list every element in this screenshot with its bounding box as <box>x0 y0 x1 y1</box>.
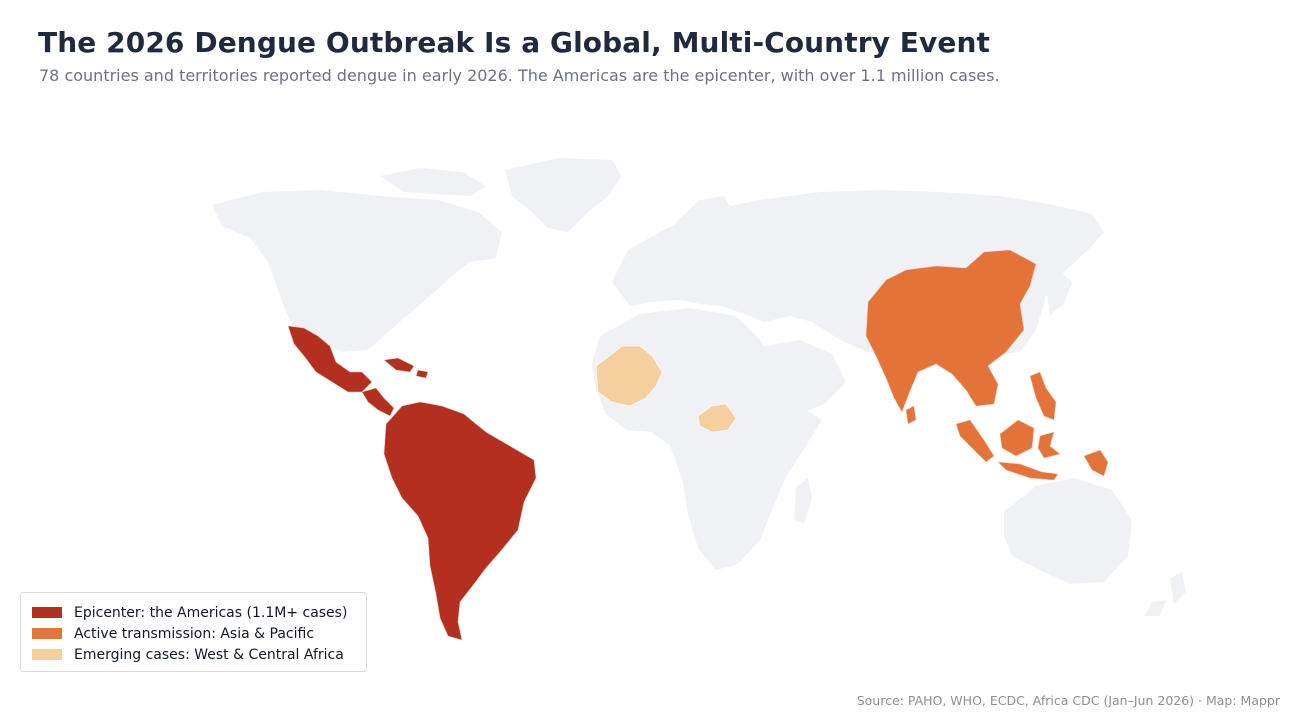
region-new-zealand <box>1144 572 1186 616</box>
legend-swatch-epicenter <box>32 607 62 618</box>
region-madagascar <box>794 478 812 524</box>
region-japan <box>1046 272 1072 314</box>
page-subtitle: 78 countries and territories reported de… <box>39 66 1000 85</box>
legend-item-emerging: Emerging cases: West & Central Africa <box>32 644 356 665</box>
region-mexico <box>287 325 373 393</box>
region-borneo <box>999 419 1035 457</box>
region-south-east-asia-mainland <box>865 249 1037 413</box>
region-west-africa-sahel <box>595 345 663 407</box>
source-credit: Source: PAHO, WHO, ECDC, Africa CDC (Jan… <box>856 693 1280 708</box>
region-sulawesi <box>1037 431 1061 459</box>
region-philippines <box>1029 371 1057 421</box>
region-java <box>997 461 1059 481</box>
region-australia <box>1004 478 1132 584</box>
legend-label-epicenter: Epicenter: the Americas (1.1M+ cases) <box>74 604 348 621</box>
region-new-guinea-west <box>1083 449 1109 477</box>
region-arctic-islands <box>380 168 486 196</box>
legend-item-active: Active transmission: Asia & Pacific <box>32 623 356 644</box>
map-legend: Epicenter: the Americas (1.1M+ cases) Ac… <box>20 592 367 672</box>
page-title: The 2026 Dengue Outbreak Is a Global, Mu… <box>38 26 990 59</box>
epicenter-regions <box>287 325 537 641</box>
legend-label-active: Active transmission: Asia & Pacific <box>74 625 315 642</box>
region-south-america <box>383 401 537 641</box>
region-arabia <box>756 340 846 414</box>
region-scandinavia <box>676 196 734 256</box>
active-regions <box>865 249 1109 481</box>
region-caribbean <box>383 357 429 379</box>
region-central-america <box>361 387 395 417</box>
region-north-america <box>212 190 502 352</box>
region-uk <box>640 236 660 270</box>
region-sri-lanka <box>905 405 917 425</box>
legend-item-epicenter: Epicenter: the Americas (1.1M+ cases) <box>32 602 356 623</box>
legend-swatch-active <box>32 628 62 639</box>
region-sumatra <box>955 419 995 463</box>
emerging-regions <box>595 345 737 433</box>
legend-swatch-emerging <box>32 649 62 660</box>
legend-label-emerging: Emerging cases: West & Central Africa <box>74 646 344 663</box>
region-central-african-republic <box>697 403 737 433</box>
region-greenland <box>505 158 622 232</box>
